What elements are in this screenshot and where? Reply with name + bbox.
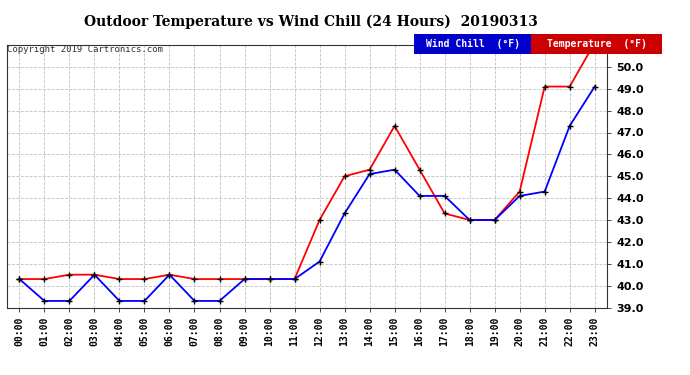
Text: Temperature  (°F): Temperature (°F) [547,39,647,49]
Text: Wind Chill  (°F): Wind Chill (°F) [426,39,520,49]
Text: Outdoor Temperature vs Wind Chill (24 Hours)  20190313: Outdoor Temperature vs Wind Chill (24 Ho… [83,15,538,29]
Text: Copyright 2019 Cartronics.com: Copyright 2019 Cartronics.com [7,45,163,54]
